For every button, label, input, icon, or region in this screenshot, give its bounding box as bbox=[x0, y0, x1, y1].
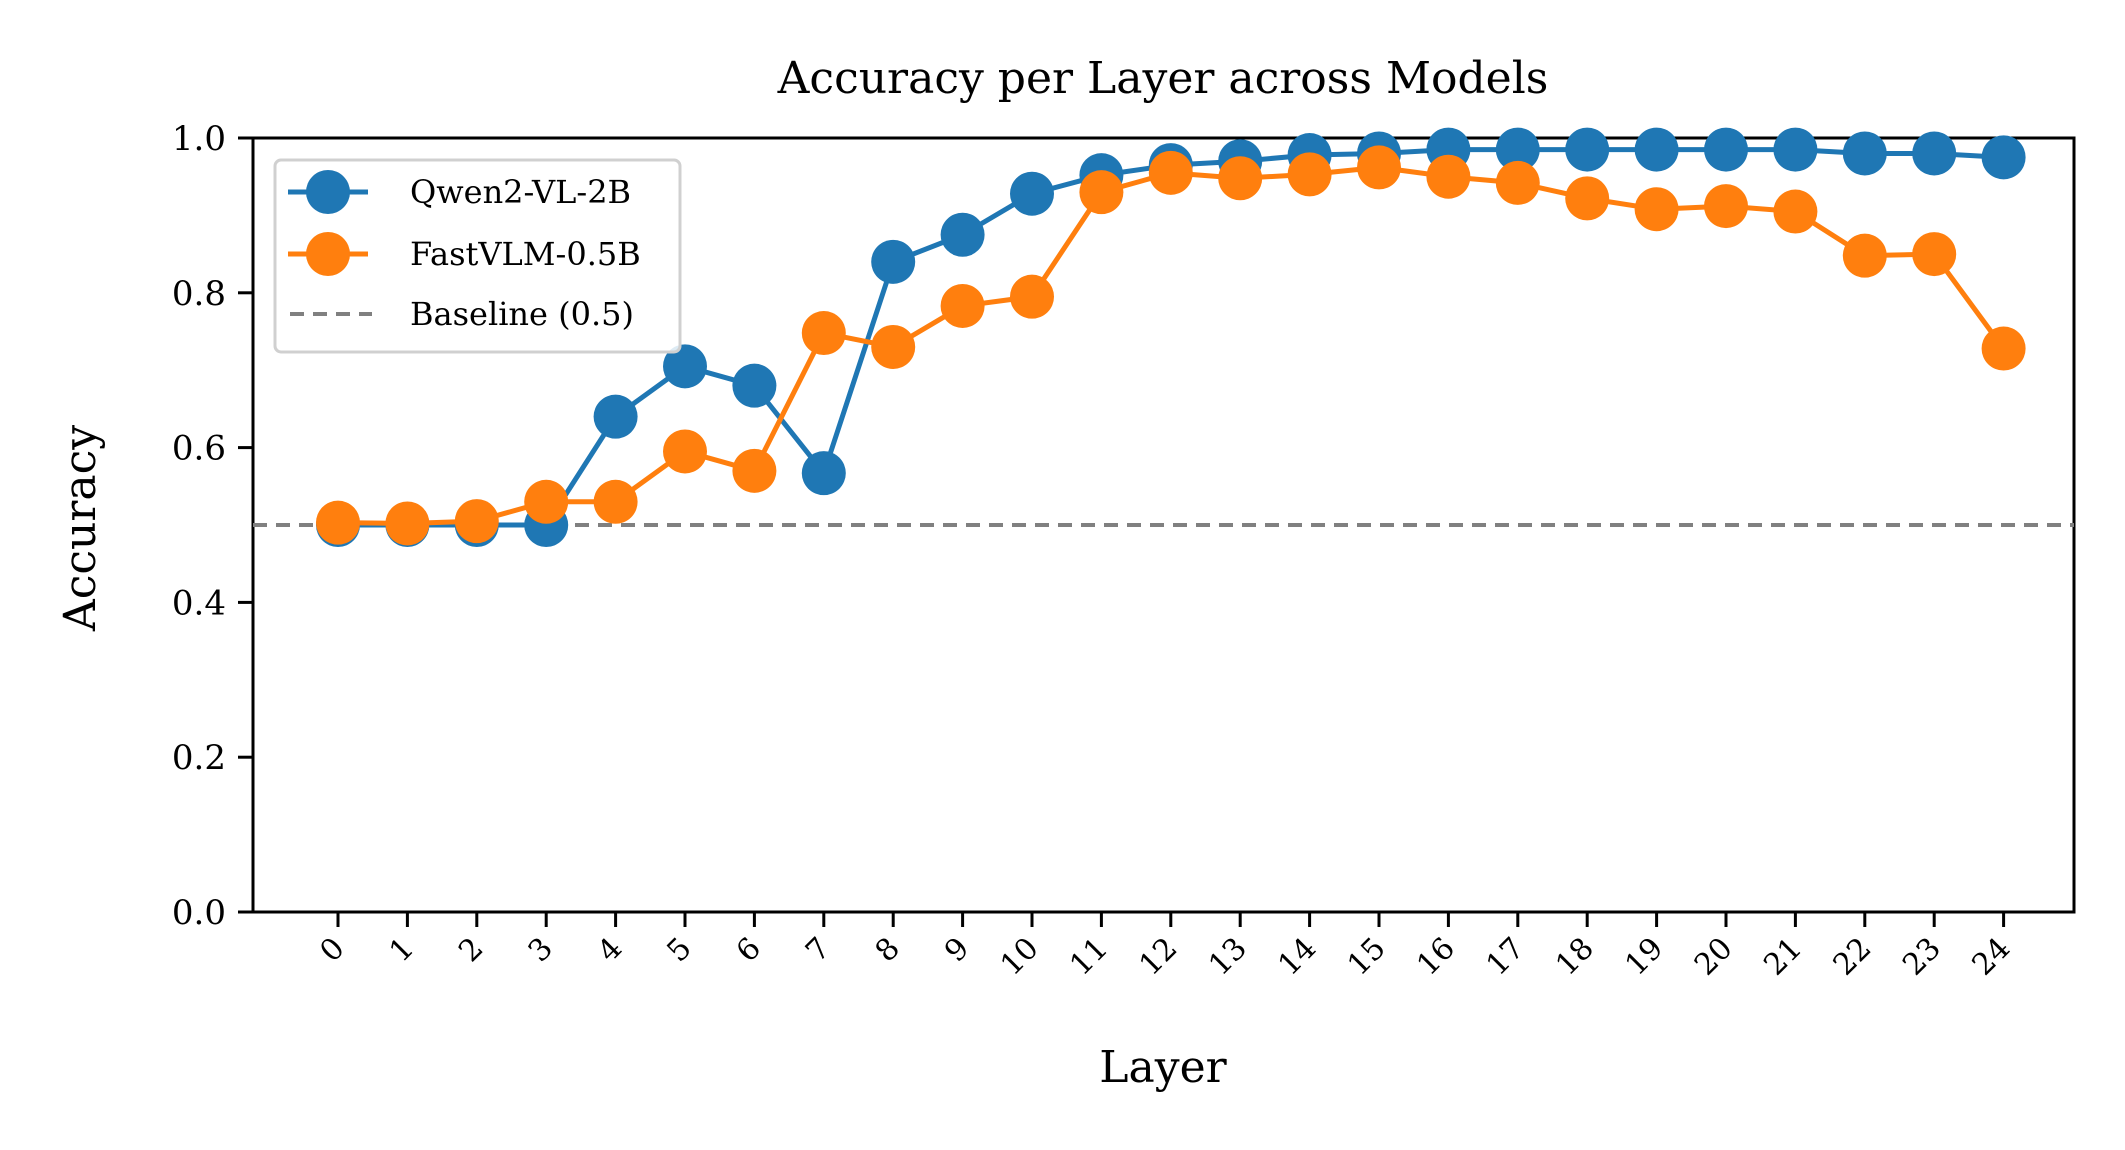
data-point bbox=[1634, 127, 1679, 172]
x-tick-label: 24 bbox=[1966, 931, 2018, 983]
x-tick-label: 14 bbox=[1272, 931, 1324, 983]
x-tick-label: 15 bbox=[1341, 931, 1393, 983]
data-point bbox=[732, 448, 777, 493]
data-point bbox=[1218, 156, 1263, 201]
x-axis-ticks: 0 1 2 3 4 5 6 7 8 9 10 11 12 13 14 15 16 17 18 19 20 21 22 23 24 bbox=[313, 912, 2017, 983]
data-point bbox=[1287, 152, 1332, 197]
legend-marker-1 bbox=[306, 232, 350, 276]
x-tick-label: 4 bbox=[591, 931, 629, 969]
x-tick-label: 1 bbox=[383, 931, 421, 969]
data-point bbox=[801, 451, 846, 496]
x-tick-label: 17 bbox=[1480, 931, 1532, 983]
legend-label-2: Baseline (0.5) bbox=[410, 295, 634, 333]
data-point bbox=[316, 500, 360, 545]
legend-marker-0 bbox=[306, 170, 350, 214]
x-tick-label: 23 bbox=[1896, 931, 1948, 983]
data-point bbox=[1704, 184, 1748, 229]
x-tick-label: 16 bbox=[1410, 931, 1462, 983]
x-tick-label: 11 bbox=[1063, 931, 1115, 983]
x-tick-label: 21 bbox=[1757, 931, 1809, 983]
y-tick-label: 0.4 bbox=[172, 583, 226, 623]
y-axis-ticks: 0.0 0.2 0.4 0.6 0.8 1.0 bbox=[172, 119, 253, 933]
y-axis-label: Accuracy bbox=[55, 425, 106, 632]
data-point bbox=[454, 499, 499, 544]
data-point bbox=[524, 479, 569, 524]
data-point bbox=[593, 394, 638, 439]
data-point bbox=[1565, 127, 1610, 172]
x-tick-label: 20 bbox=[1688, 931, 1740, 983]
data-point bbox=[1773, 189, 1818, 234]
data-point bbox=[1495, 127, 1540, 172]
y-tick-label: 0.0 bbox=[172, 893, 226, 933]
data-point bbox=[871, 324, 916, 369]
x-tick-label: 12 bbox=[1133, 931, 1185, 983]
x-tick-label: 18 bbox=[1549, 931, 1601, 983]
data-point bbox=[1773, 127, 1818, 172]
data-point bbox=[1565, 176, 1610, 221]
y-tick-label: 0.6 bbox=[172, 429, 226, 469]
x-tick-label: 2 bbox=[452, 931, 490, 969]
x-axis-label: Layer bbox=[1099, 1042, 1227, 1093]
x-tick-label: 22 bbox=[1827, 931, 1879, 983]
data-point bbox=[940, 212, 985, 257]
data-point bbox=[1842, 131, 1887, 176]
data-point bbox=[593, 479, 638, 524]
data-point bbox=[1912, 131, 1957, 176]
plot-area bbox=[251, 127, 2076, 914]
data-point bbox=[1010, 171, 1054, 216]
data-point bbox=[1912, 232, 1957, 277]
x-tick-label: 19 bbox=[1619, 931, 1671, 983]
series-1 bbox=[316, 145, 2026, 546]
x-tick-label: 0 bbox=[313, 931, 351, 969]
x-tick-label: 6 bbox=[730, 931, 768, 969]
data-point bbox=[1495, 160, 1540, 205]
data-point bbox=[385, 501, 430, 546]
x-tick-label: 7 bbox=[799, 931, 837, 969]
data-point bbox=[1842, 233, 1887, 278]
legend-label-1: FastVLM-0.5B bbox=[410, 235, 641, 273]
y-tick-label: 0.2 bbox=[172, 738, 226, 778]
chart-title: Accuracy per Layer across Models bbox=[777, 53, 1549, 104]
x-tick-label: 5 bbox=[660, 931, 698, 969]
data-point bbox=[1357, 145, 1401, 190]
data-point bbox=[663, 344, 707, 389]
y-tick-label: 1.0 bbox=[172, 119, 226, 159]
legend-box bbox=[273, 158, 682, 354]
legend-label-0: Qwen2-VL-2B bbox=[410, 173, 631, 211]
data-point bbox=[1981, 135, 2026, 180]
data-point bbox=[1148, 150, 1193, 195]
data-point bbox=[1981, 326, 2026, 371]
x-tick-label: 8 bbox=[869, 931, 907, 969]
x-tick-label: 3 bbox=[522, 931, 560, 969]
x-tick-label: 9 bbox=[938, 931, 976, 969]
data-point bbox=[1634, 187, 1679, 232]
data-point bbox=[1010, 274, 1054, 319]
y-tick-label: 0.8 bbox=[172, 274, 226, 314]
legend: Qwen2-VL-2B FastVLM-0.5B Baseline (0.5) bbox=[273, 158, 682, 354]
data-point bbox=[663, 429, 707, 474]
data-point bbox=[732, 363, 777, 408]
data-point bbox=[940, 283, 985, 328]
data-point bbox=[1426, 154, 1471, 199]
data-point bbox=[871, 239, 916, 284]
x-tick-label: 13 bbox=[1202, 931, 1254, 983]
data-point bbox=[1079, 170, 1124, 215]
data-point bbox=[801, 311, 846, 356]
data-point bbox=[1704, 127, 1748, 172]
x-tick-label: 10 bbox=[994, 931, 1046, 983]
